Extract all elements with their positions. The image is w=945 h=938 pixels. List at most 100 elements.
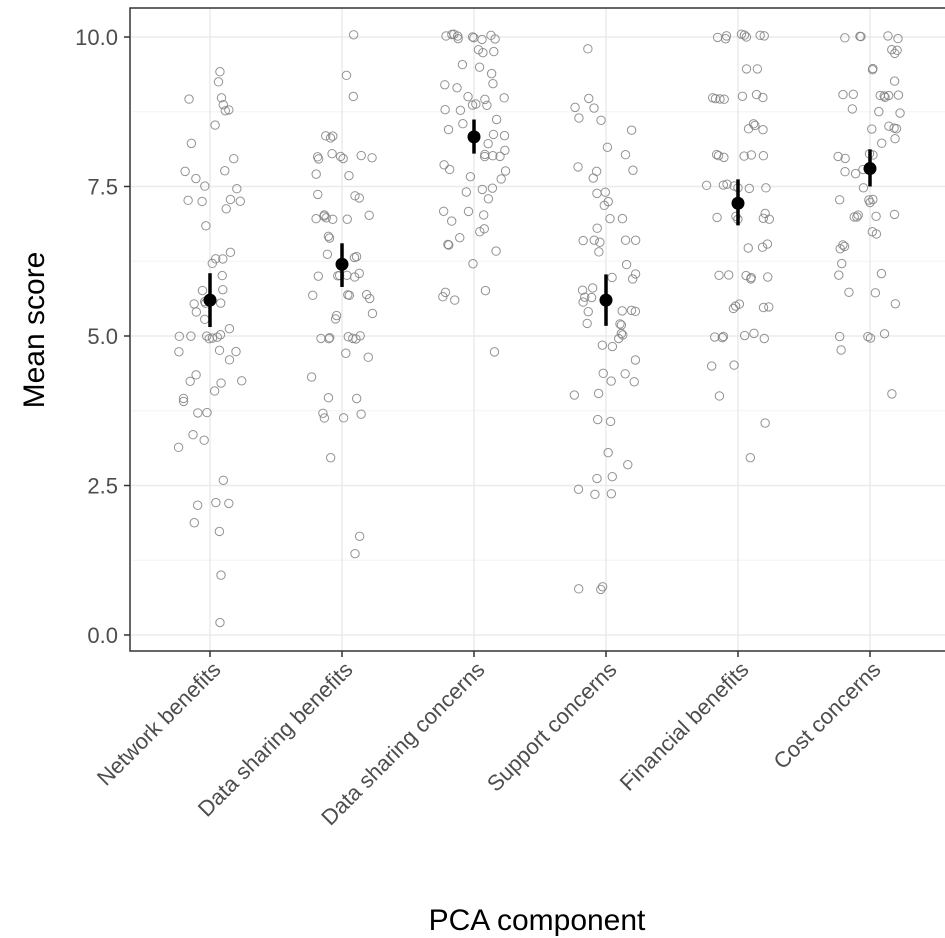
- data-point: [486, 68, 497, 79]
- data-point: [837, 258, 847, 269]
- data-point: [764, 214, 774, 224]
- data-point: [607, 471, 617, 482]
- data-point: [354, 193, 364, 203]
- data-point: [626, 125, 637, 135]
- data-point: [749, 328, 759, 339]
- data-point: [443, 124, 454, 135]
- data-point: [319, 413, 330, 423]
- data-point: [718, 331, 729, 342]
- data-point: [461, 187, 472, 197]
- data-point: [755, 30, 765, 41]
- data-point: [760, 208, 770, 219]
- mean-point: [203, 293, 217, 307]
- data-point: [218, 254, 228, 264]
- data-point: [338, 413, 349, 423]
- data-point: [215, 298, 226, 308]
- data-point: [216, 570, 226, 580]
- data-point: [483, 138, 493, 149]
- data-point: [313, 189, 323, 200]
- data-point: [743, 243, 753, 253]
- data-point: [879, 91, 889, 101]
- data-point: [468, 259, 478, 269]
- data-point: [587, 283, 598, 293]
- data-point: [178, 396, 189, 407]
- data-point: [354, 531, 365, 542]
- data-point: [714, 270, 724, 280]
- mean-point: [599, 293, 613, 307]
- mean-point: [863, 162, 877, 176]
- data-point: [757, 242, 768, 252]
- data-point: [200, 181, 210, 191]
- data-point: [487, 183, 498, 193]
- data-point: [443, 239, 453, 250]
- data-point: [708, 93, 718, 103]
- mean-point: [467, 130, 481, 144]
- data-point: [232, 184, 242, 194]
- data-point: [748, 119, 759, 129]
- data-point: [189, 518, 199, 528]
- data-point: [351, 251, 362, 262]
- data-point: [319, 210, 330, 220]
- data-point: [441, 31, 451, 41]
- data-point: [573, 484, 584, 494]
- data-point: [580, 292, 590, 302]
- data-point: [323, 393, 334, 403]
- data-point: [763, 272, 773, 282]
- data-point: [486, 30, 496, 41]
- data-point: [328, 214, 338, 225]
- data-point: [457, 59, 468, 70]
- data-point: [594, 247, 604, 257]
- data-point: [224, 498, 234, 509]
- data-point: [321, 213, 331, 223]
- data-point: [178, 393, 189, 404]
- data-point: [351, 393, 362, 404]
- data-point: [630, 235, 641, 245]
- data-point: [479, 224, 489, 234]
- x-tick-label: Network benefits: [92, 657, 226, 791]
- data-point: [626, 305, 637, 316]
- data-point: [311, 169, 321, 179]
- data-point: [491, 246, 501, 256]
- data-point: [758, 151, 769, 161]
- data-point: [714, 391, 725, 401]
- data-point: [220, 166, 230, 176]
- data-point: [620, 150, 631, 160]
- data-point: [324, 233, 335, 243]
- data-point: [216, 378, 226, 388]
- data-point: [197, 285, 208, 296]
- data-point: [889, 209, 900, 220]
- data-point: [323, 231, 334, 241]
- data-point: [348, 333, 358, 344]
- data-point: [606, 376, 616, 386]
- data-point: [341, 348, 351, 358]
- mean-point: [731, 196, 745, 210]
- data-point: [348, 30, 359, 40]
- data-point: [327, 148, 337, 159]
- data-point: [858, 183, 869, 193]
- data-point: [488, 78, 498, 89]
- data-point: [718, 180, 729, 190]
- data-point: [746, 150, 757, 160]
- data-point: [627, 274, 638, 284]
- data-point: [207, 333, 218, 343]
- data-point: [838, 240, 848, 250]
- data-point: [215, 330, 226, 340]
- data-point: [596, 584, 606, 595]
- data-point: [225, 247, 236, 258]
- data-point: [217, 270, 227, 281]
- data-point: [839, 241, 850, 252]
- data-point: [722, 179, 732, 189]
- data-point: [173, 442, 184, 453]
- data-point: [221, 204, 231, 214]
- data-point: [578, 235, 588, 246]
- data-point: [852, 212, 862, 222]
- data-point: [892, 45, 902, 56]
- data-point: [324, 332, 335, 343]
- data-point: [760, 418, 770, 428]
- data-point: [737, 91, 748, 101]
- data-point: [356, 150, 366, 161]
- data-point: [630, 269, 641, 279]
- data-point: [758, 92, 768, 103]
- data-point: [229, 153, 239, 164]
